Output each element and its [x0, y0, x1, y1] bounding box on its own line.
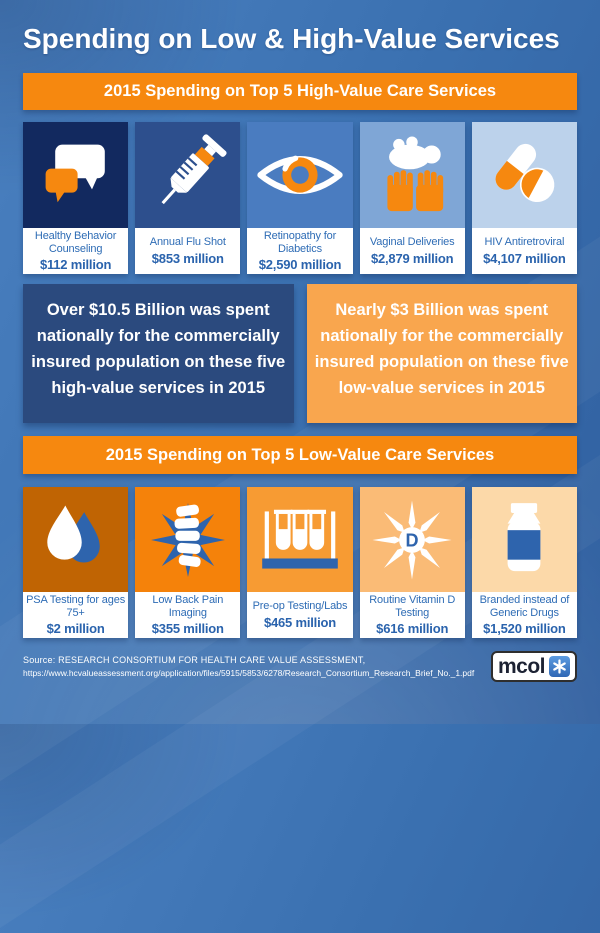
banner-low-value: 2015 Spending on Top 5 Low-Value Care Se…: [23, 436, 577, 474]
tile-branded-instead-of-generic-drugs: Branded instead of Generic Drugs $1,520 …: [471, 487, 577, 638]
tile-psa-testing: PSA Testing for ages 75+ $2 million: [23, 487, 129, 638]
tile-routine-vitamin-d-testing: D Routine Vitamin D Testing $616 million: [359, 487, 465, 638]
tile-vaginal-deliveries: Vaginal Deliveries $2,879 million: [359, 122, 465, 274]
hands-holding-baby-icon: [387, 136, 444, 212]
tile-pre-op-testing-labs: Pre-op Testing/Labs $465 million: [247, 487, 353, 638]
eye-icon: [257, 155, 343, 194]
summary-high-value: Over $10.5 Billion was spent nationally …: [23, 284, 294, 423]
mcol-logo: mcol: [490, 651, 577, 682]
speech-bubbles-icon: [45, 144, 105, 203]
tile-icon-area: [359, 122, 465, 228]
tile-value: $4,107 million: [483, 250, 566, 266]
test-tubes-icon: [262, 509, 338, 569]
syringe-icon: [161, 134, 227, 205]
tile-icon-area: [471, 122, 577, 228]
page-title: Spending on Low & High-Value Services: [23, 23, 560, 54]
tile-icon-area: D: [359, 487, 465, 592]
tile-healthy-behavior-counseling: Healthy Behavior Counseling $112 million: [23, 122, 129, 274]
tile-icon-area: [135, 122, 241, 228]
pills-icon: [495, 143, 555, 203]
tile-label: PSA Testing for ages 75+: [26, 594, 126, 619]
tile-label: Branded instead of Generic Drugs: [479, 594, 570, 619]
source-citation: Source: RESEARCH CONSORTIUM FOR HEALTH C…: [23, 654, 474, 679]
vitamin-d-letter: D: [406, 530, 419, 550]
tile-label-area: Pre-op Testing/Labs $465 million: [247, 592, 353, 638]
tile-label-area: Low Back Pain Imaging $355 million: [135, 592, 241, 638]
tile-retinopathy-for-diabetics: Retinopathy for Diabetics $2,590 million: [247, 122, 353, 274]
tile-hiv-antiretroviral: HIV Antiretroviral $4,107 million: [471, 122, 577, 274]
source-url: https://www.hcvalueassessment.org/applic…: [23, 668, 475, 678]
tile-label: Annual Flu Shot: [149, 236, 226, 249]
tile-value: $2,879 million: [370, 250, 454, 266]
tile-icon-area: [471, 487, 577, 592]
tile-label: Routine Vitamin D Testing: [369, 594, 456, 619]
vitamin-d-sun-icon: D: [372, 499, 452, 580]
tile-value: $112 million: [39, 257, 112, 272]
asterisk-icon: [549, 656, 570, 677]
tile-label-area: PSA Testing for ages 75+ $2 million: [23, 592, 129, 638]
tile-label: HIV Antiretroviral: [484, 236, 565, 249]
tile-label-area: Branded instead of Generic Drugs $1,520 …: [471, 592, 577, 638]
high-value-tiles-row: Healthy Behavior Counseling $112 million: [23, 122, 577, 274]
tile-value: $2,590 million: [258, 257, 342, 272]
tile-icon-area: [23, 487, 129, 592]
tile-value: $853 million: [151, 250, 224, 266]
tile-value: $355 million: [151, 621, 224, 636]
tile-label-area: Healthy Behavior Counseling $112 million: [23, 228, 129, 274]
pill-bottle-icon: [507, 502, 541, 571]
tile-label-area: Annual Flu Shot $853 million: [135, 228, 241, 274]
tile-label: Retinopathy for Diabetics: [263, 230, 337, 255]
tile-label-area: HIV Antiretroviral $4,107 million: [471, 228, 577, 274]
spine-icon: [150, 502, 225, 577]
tile-label-area: Vaginal Deliveries $2,879 million: [359, 228, 465, 274]
tile-value: $465 million: [263, 614, 336, 630]
summary-row: Over $10.5 Billion was spent nationally …: [23, 284, 577, 423]
tile-label-area: Retinopathy for Diabetics $2,590 million: [247, 228, 353, 274]
summary-low-value: Nearly $3 Billion was spent nationally f…: [306, 284, 577, 423]
tile-annual-flu-shot: Annual Flu Shot $853 million: [135, 122, 241, 274]
tile-label-area: Routine Vitamin D Testing $616 million: [359, 592, 465, 638]
tile-icon-area: [247, 122, 353, 228]
tile-label: Healthy Behavior Counseling: [34, 230, 117, 255]
banner-high-value: 2015 Spending on Top 5 High-Value Care S…: [23, 73, 577, 110]
tile-label: Low Back Pain Imaging: [152, 594, 224, 619]
water-drops-icon: [46, 505, 100, 563]
low-value-tiles-row: PSA Testing for ages 75+ $2 million: [23, 487, 577, 638]
tile-label: Pre-op Testing/Labs: [252, 600, 348, 613]
tile-label: Vaginal Deliveries: [369, 236, 455, 249]
source-text: Source: RESEARCH CONSORTIUM FOR HEALTH C…: [23, 655, 366, 665]
tile-icon-area: [135, 487, 241, 592]
mcol-logo-text: mcol: [497, 655, 546, 678]
footer: Source: RESEARCH CONSORTIUM FOR HEALTH C…: [23, 651, 577, 682]
tile-value: $616 million: [376, 621, 449, 636]
tile-value: $1,520 million: [483, 621, 566, 636]
tile-icon-area: [23, 122, 129, 228]
tile-icon-area: [247, 487, 353, 592]
tile-low-back-pain-imaging: Low Back Pain Imaging $355 million: [135, 487, 241, 638]
tile-value: $2 million: [46, 621, 105, 636]
